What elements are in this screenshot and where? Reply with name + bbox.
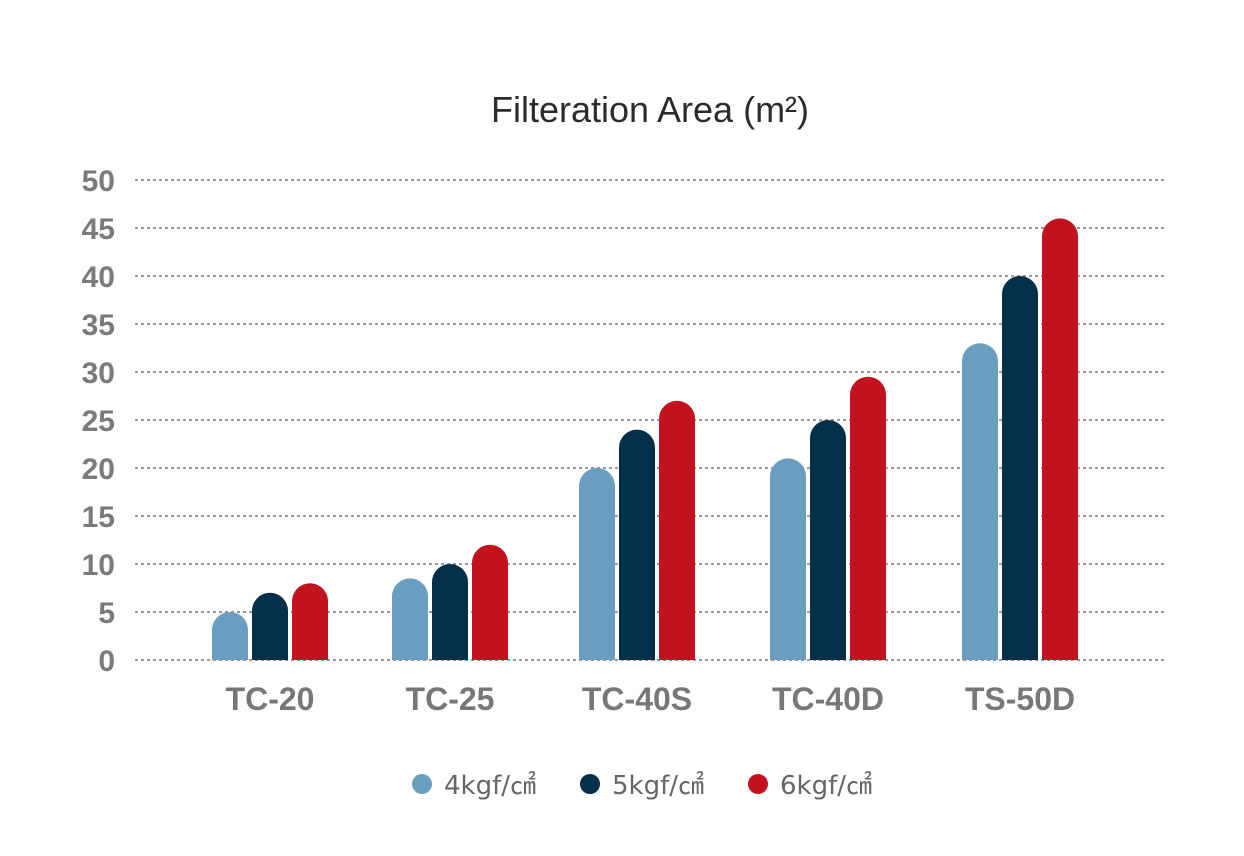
bar-tc-40s-series-2 (619, 429, 655, 660)
bars (212, 218, 1078, 660)
y-tick-label: 25 (82, 405, 115, 438)
legend-swatch (748, 774, 768, 794)
x-axis-ticks: TC-20 TC-25 TC-40S TC-40D TS-50D (226, 681, 1076, 717)
bar-tc-20-series-1 (212, 612, 248, 660)
legend-label: 6kgf/㎠ (780, 771, 872, 801)
bar-tc-25-series-3 (472, 544, 508, 660)
y-tick-label: 10 (82, 549, 115, 582)
x-tick-label: TC-40S (582, 681, 692, 717)
bar-tc-40d-series-3 (850, 376, 886, 660)
bar-ts-50d-series-3 (1042, 218, 1078, 660)
legend-item: 6kgf/㎠ (748, 771, 872, 801)
y-tick-label: 35 (82, 309, 115, 342)
chart-title: Filteration Area (m²) (491, 89, 809, 130)
y-tick-label: 50 (82, 165, 115, 198)
bar-tc-40d-series-2 (810, 420, 846, 660)
legend-item: 4kgf/㎠ (412, 771, 536, 801)
bar-tc-20-series-2 (252, 592, 288, 660)
bar-ts-50d-series-1 (962, 343, 998, 660)
x-tick-label: TC-20 (226, 681, 315, 717)
y-tick-label: 45 (82, 213, 115, 246)
x-tick-label: TC-40D (772, 681, 884, 717)
legend-swatch (412, 774, 432, 794)
bar-tc-40s-series-3 (659, 400, 695, 660)
legend-label: 5kgf/㎠ (612, 771, 704, 801)
legend: 4kgf/㎠ 5kgf/㎠ 6kgf/㎠ (412, 771, 872, 801)
bar-tc-25-series-1 (392, 578, 428, 660)
bar-tc-25-series-2 (432, 564, 468, 660)
x-tick-label: TC-25 (406, 681, 495, 717)
y-tick-label: 30 (82, 357, 115, 390)
bar-ts-50d-series-2 (1002, 276, 1038, 660)
bar-tc-20-series-3 (292, 583, 328, 660)
y-axis-ticks: 0 5 10 15 20 25 30 35 40 45 50 (82, 165, 115, 678)
y-tick-label: 5 (98, 597, 115, 630)
bar-tc-40s-series-1 (579, 468, 615, 660)
legend-label: 4kgf/㎠ (444, 771, 536, 801)
bar-tc-40d-series-1 (770, 458, 806, 660)
y-tick-label: 0 (98, 645, 115, 678)
legend-item: 5kgf/㎠ (580, 771, 704, 801)
y-tick-label: 20 (82, 453, 115, 486)
y-tick-label: 15 (82, 501, 115, 534)
legend-swatch (580, 774, 600, 794)
x-tick-label: TS-50D (965, 681, 1075, 717)
y-tick-label: 40 (82, 261, 115, 294)
